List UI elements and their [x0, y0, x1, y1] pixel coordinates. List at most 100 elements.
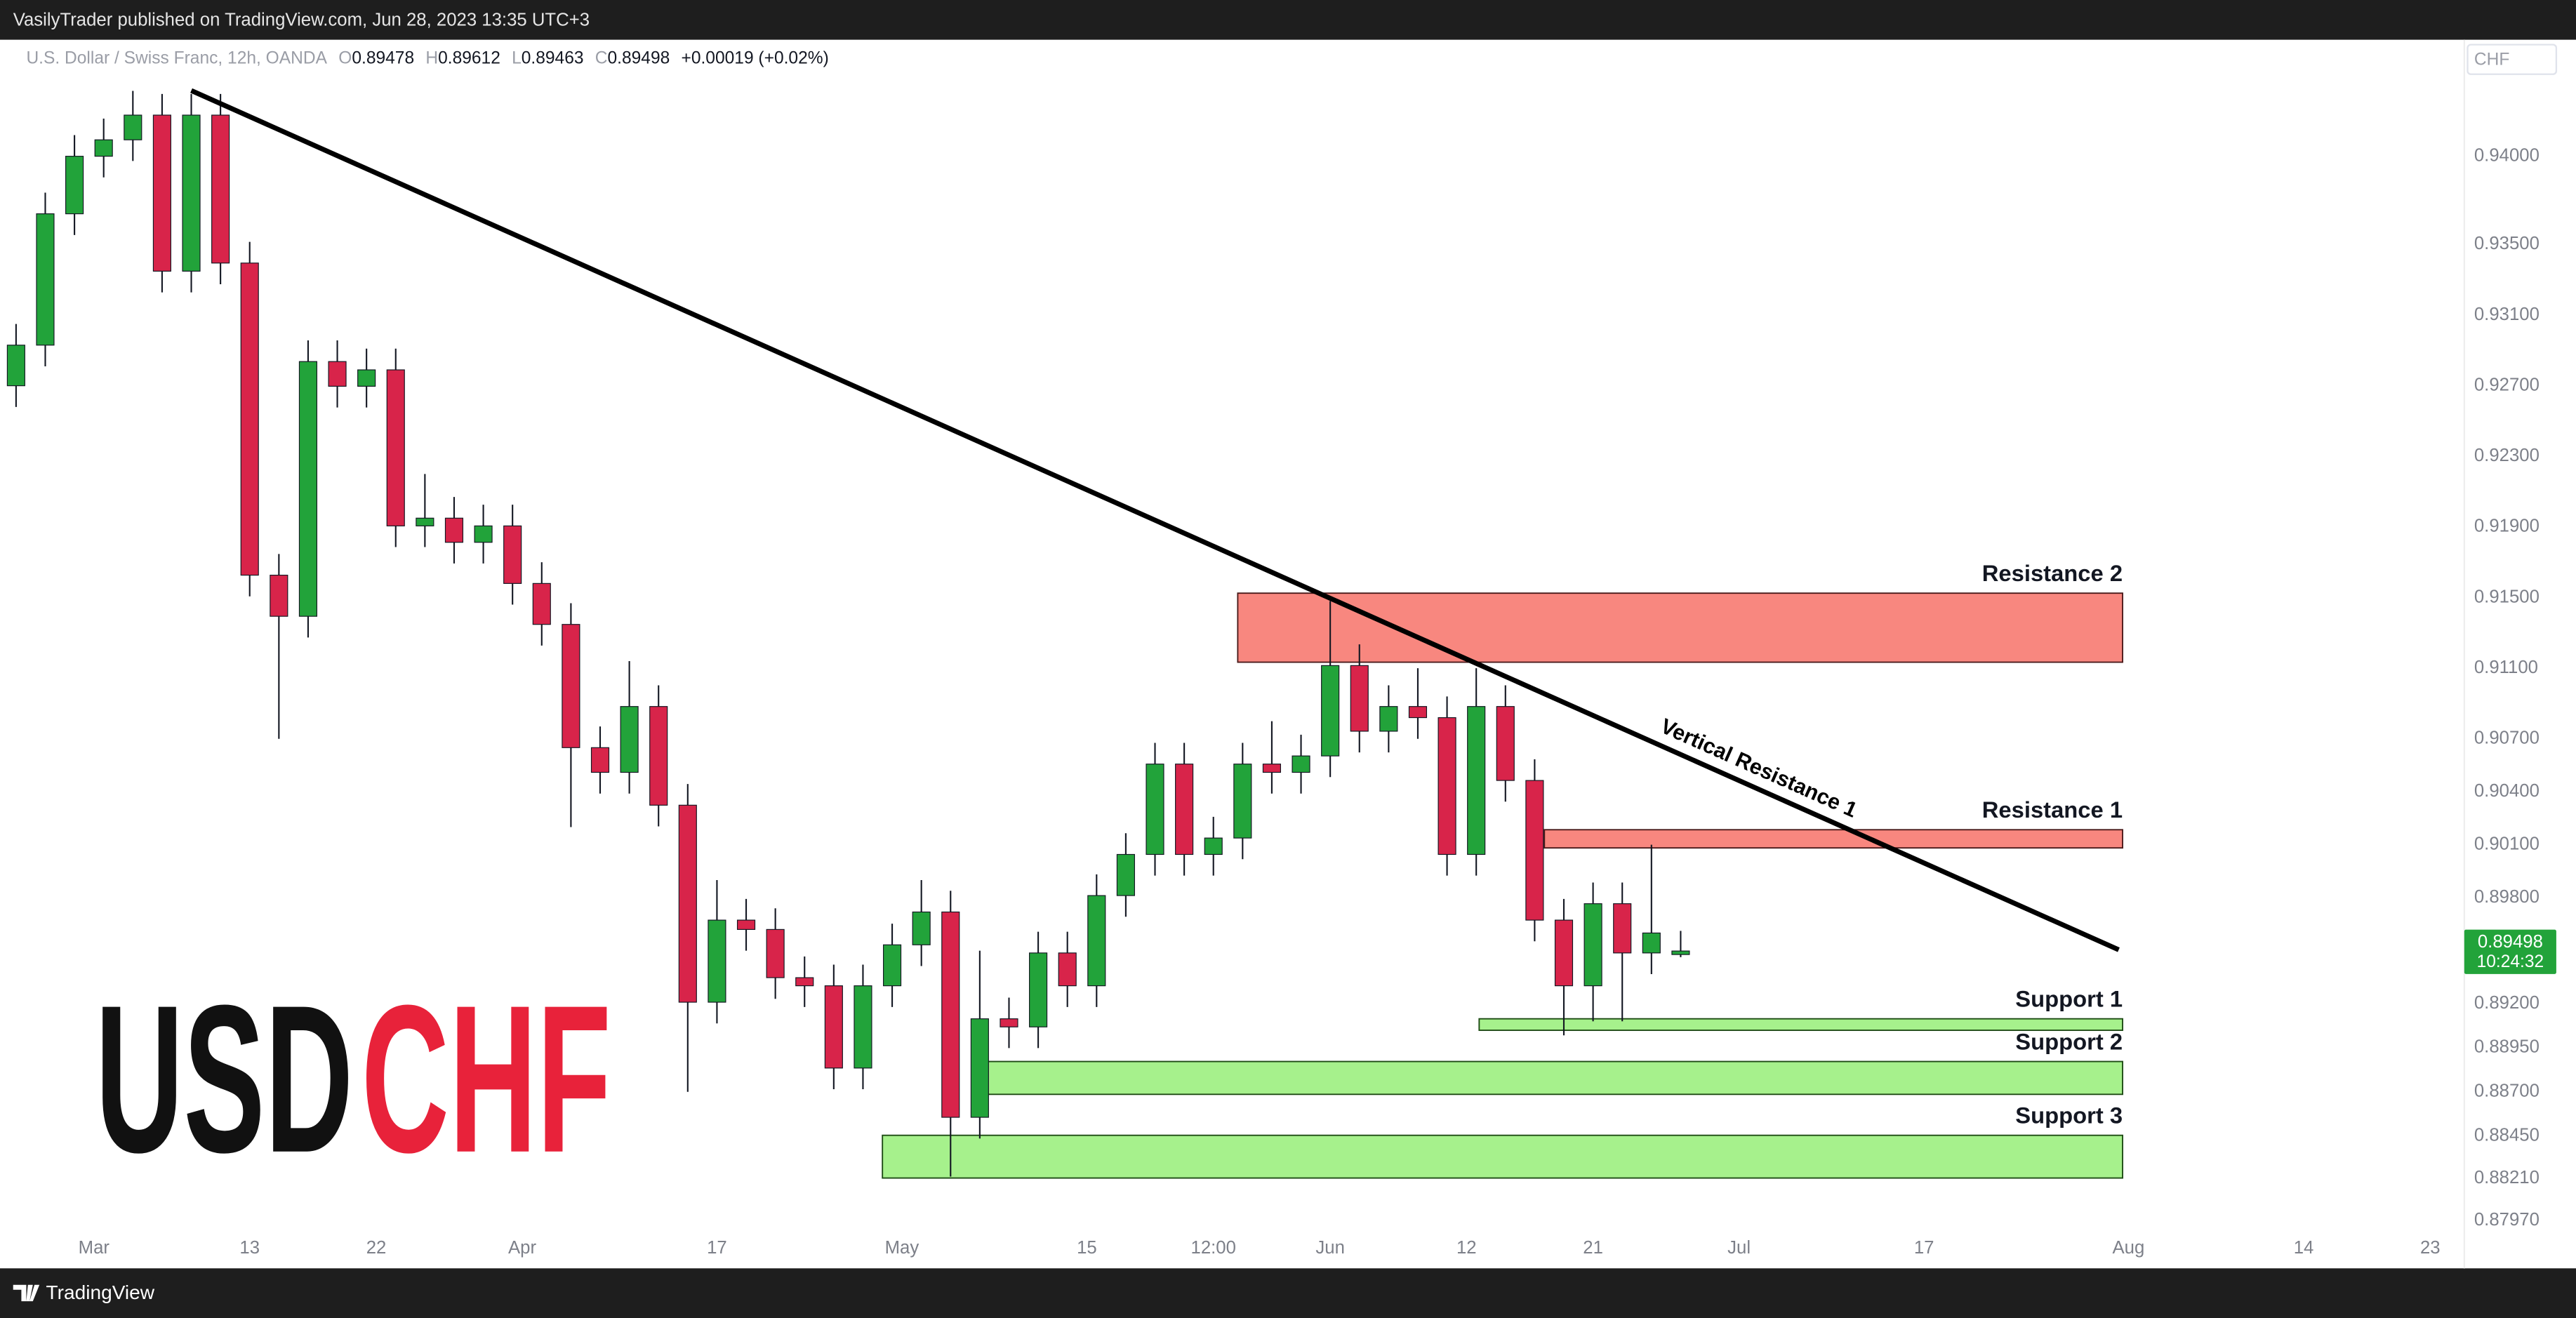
y-tick-label: 0.93500 [2474, 234, 2540, 253]
zone [1543, 829, 2123, 849]
ohlc-value: 0.89478 [352, 49, 414, 68]
candle-body [1262, 764, 1282, 773]
candle-body [590, 747, 610, 773]
zone-label: Support 1 [2015, 986, 2123, 1012]
bottom-bar [0, 1268, 2576, 1318]
candle-body [94, 139, 113, 157]
x-tick-label: 14 [2294, 1238, 2314, 1258]
candle-body [620, 706, 639, 773]
x-tick-label: 12 [1456, 1238, 1477, 1258]
candle-body [36, 213, 55, 346]
candle-body [1087, 895, 1106, 987]
y-tick-label: 0.87970 [2474, 1210, 2540, 1230]
x-tick-label: Mar [79, 1238, 110, 1258]
x-tick-label: Jun [1315, 1238, 1345, 1258]
candle-body [474, 525, 493, 543]
ohlc-label: C [595, 49, 608, 68]
top-bar [0, 0, 2576, 40]
ohlc-value: 0.89612 [438, 49, 500, 68]
watermark-usd: USD [95, 962, 353, 1197]
y-tick-label: 0.91500 [2474, 587, 2540, 606]
candle-body [357, 369, 376, 387]
countdown: 10:24:32 [2477, 952, 2544, 971]
candle-body [1029, 952, 1048, 1027]
candle-body [970, 1018, 989, 1118]
currency: CHF [2474, 50, 2509, 69]
candle-body [1496, 706, 1515, 781]
x-tick-label: 13 [239, 1238, 260, 1258]
x-tick-label: 17 [1914, 1238, 1934, 1258]
zone-label: Support 2 [2015, 1028, 2123, 1054]
y-tick-label: 0.89200 [2474, 993, 2540, 1013]
candle-body [854, 985, 872, 1069]
currency-box[interactable] [2467, 44, 2558, 75]
y-tick-label: 0.94000 [2474, 145, 2540, 165]
candle-body [1350, 665, 1369, 732]
x-tick-label: 21 [1583, 1238, 1603, 1258]
y-tick-label: 0.92300 [2474, 446, 2540, 465]
candle-body [152, 114, 171, 272]
candle-body [270, 574, 288, 617]
candle-body [386, 369, 405, 526]
candle-body [678, 804, 697, 1003]
candle-body [941, 911, 960, 1118]
x-tick-label: 22 [366, 1238, 387, 1258]
x-tick-label: May [885, 1238, 919, 1258]
candle-body [1000, 1018, 1018, 1027]
candle-body [1613, 903, 1632, 954]
candle-body [211, 114, 230, 264]
zone-label: Support 3 [2015, 1103, 2123, 1129]
candle-body [1321, 665, 1340, 757]
brand-name: TradingView [46, 1282, 155, 1303]
watermark: USD CHF [95, 962, 611, 1197]
candle-body [444, 517, 464, 543]
zone-label: Resistance 2 [1982, 560, 2123, 586]
candle-body [562, 624, 580, 748]
candle-body [649, 706, 668, 806]
candle-body [1584, 903, 1602, 987]
candle-body [708, 919, 726, 1003]
candle-body [298, 361, 318, 617]
candle-body [1292, 755, 1310, 773]
candle-body [795, 977, 814, 987]
candle-body [503, 525, 522, 584]
candle-body [1146, 764, 1164, 856]
y-tick-label: 0.88950 [2474, 1037, 2540, 1057]
watermark-chf: CHF [361, 962, 611, 1197]
candle-body [1204, 837, 1223, 856]
candle-body [416, 517, 434, 526]
candle-body [1116, 853, 1135, 896]
change: +0.00019 (+0.02%) [681, 49, 828, 68]
candle-body [1233, 764, 1252, 839]
y-tick-label: 0.92700 [2474, 375, 2540, 394]
candle-body [1058, 952, 1077, 987]
x-tick-label: Jul [1727, 1238, 1751, 1258]
ohlc-value: 0.89498 [607, 49, 670, 68]
candle-body [882, 944, 902, 987]
y-tick-label: 0.88700 [2474, 1081, 2540, 1101]
zone-label: Resistance 1 [1982, 797, 2123, 823]
y-tick-label: 0.88450 [2474, 1125, 2540, 1145]
candle-body [736, 919, 756, 930]
ohlc-label: H [425, 49, 438, 68]
x-tick-label: 23 [2420, 1238, 2441, 1258]
zone [1478, 1018, 2123, 1031]
plot: 0.94000 0.93500 0.93100 0.92700 0.92300 0.919… [6, 88, 2540, 1258]
candle-body [1467, 706, 1486, 856]
x-tick-label: Aug [2112, 1238, 2144, 1258]
x-tick-label: 15 [1077, 1238, 1097, 1258]
symbol: U.S. Dollar / Swiss Franc, 12h, OANDA [26, 49, 327, 68]
y-tick-label: 0.91900 [2474, 517, 2540, 536]
candle-body [1379, 706, 1398, 732]
zone [983, 1060, 2123, 1096]
ohlc-value: 0.89463 [522, 49, 584, 68]
candle-body [124, 114, 142, 140]
candle-body [1554, 919, 1574, 987]
y-tick-label: 0.93100 [2474, 305, 2540, 324]
trendline [190, 88, 2120, 952]
last-price-box [2464, 929, 2556, 974]
y-tick-label: 0.90100 [2474, 834, 2540, 853]
candle-body [1642, 932, 1661, 954]
